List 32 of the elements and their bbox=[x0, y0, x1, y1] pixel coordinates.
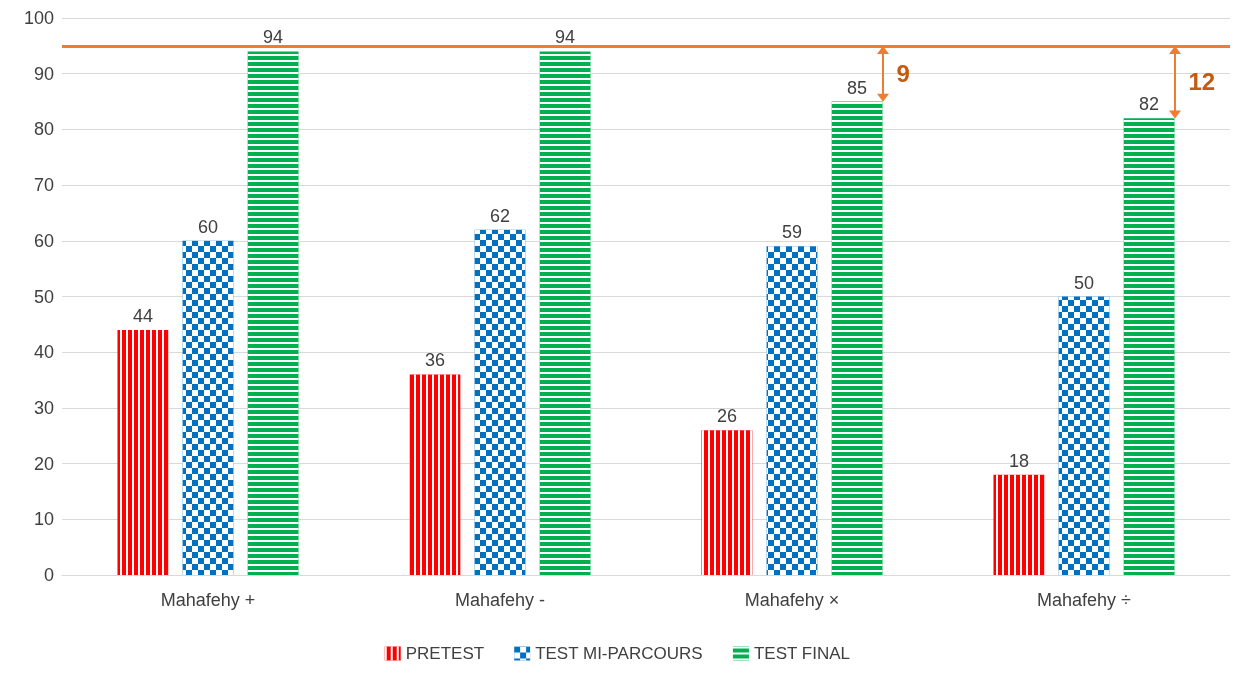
x-tick-label: Mahafehy + bbox=[160, 590, 256, 610]
data-label: 62 bbox=[489, 205, 511, 226]
data-label: 44 bbox=[132, 305, 153, 326]
x-tick-label: Mahafehy ÷ bbox=[1037, 590, 1132, 610]
data-label: 59 bbox=[781, 222, 803, 243]
y-tick-label: 50 bbox=[33, 286, 54, 307]
data-label: 82 bbox=[1139, 94, 1160, 115]
data-label: 85 bbox=[847, 77, 868, 98]
y-tick-label: 70 bbox=[33, 175, 54, 196]
annotation: 12 bbox=[1188, 68, 1216, 97]
y-tick-label: 90 bbox=[33, 63, 54, 84]
data-label: 26 bbox=[716, 406, 737, 427]
data-label: 60 bbox=[197, 216, 219, 237]
y-tick-label: 80 bbox=[33, 119, 54, 140]
y-tick-label: 60 bbox=[33, 230, 54, 251]
annotation: 9 bbox=[896, 59, 910, 88]
x-tick-label: Mahafehy - bbox=[454, 590, 546, 610]
data-label: 18 bbox=[1008, 450, 1029, 471]
legend-label: TEST FINAL bbox=[753, 644, 850, 663]
y-tick-label: 100 bbox=[23, 8, 54, 28]
y-tick-label: 10 bbox=[33, 509, 54, 530]
y-tick-label: 30 bbox=[33, 397, 54, 418]
y-tick-label: 0 bbox=[43, 565, 54, 585]
legend-label: TEST MI-PARCOURS bbox=[535, 644, 703, 663]
y-tick-label: 20 bbox=[33, 453, 54, 474]
data-label: 50 bbox=[1073, 272, 1095, 293]
legend-label: PRETEST bbox=[405, 644, 485, 663]
data-label: 36 bbox=[424, 350, 445, 371]
y-tick-label: 40 bbox=[33, 342, 54, 363]
x-tick-label: Mahafehy × bbox=[744, 590, 840, 610]
data-label: 94 bbox=[555, 27, 576, 48]
data-label: 94 bbox=[263, 27, 284, 48]
